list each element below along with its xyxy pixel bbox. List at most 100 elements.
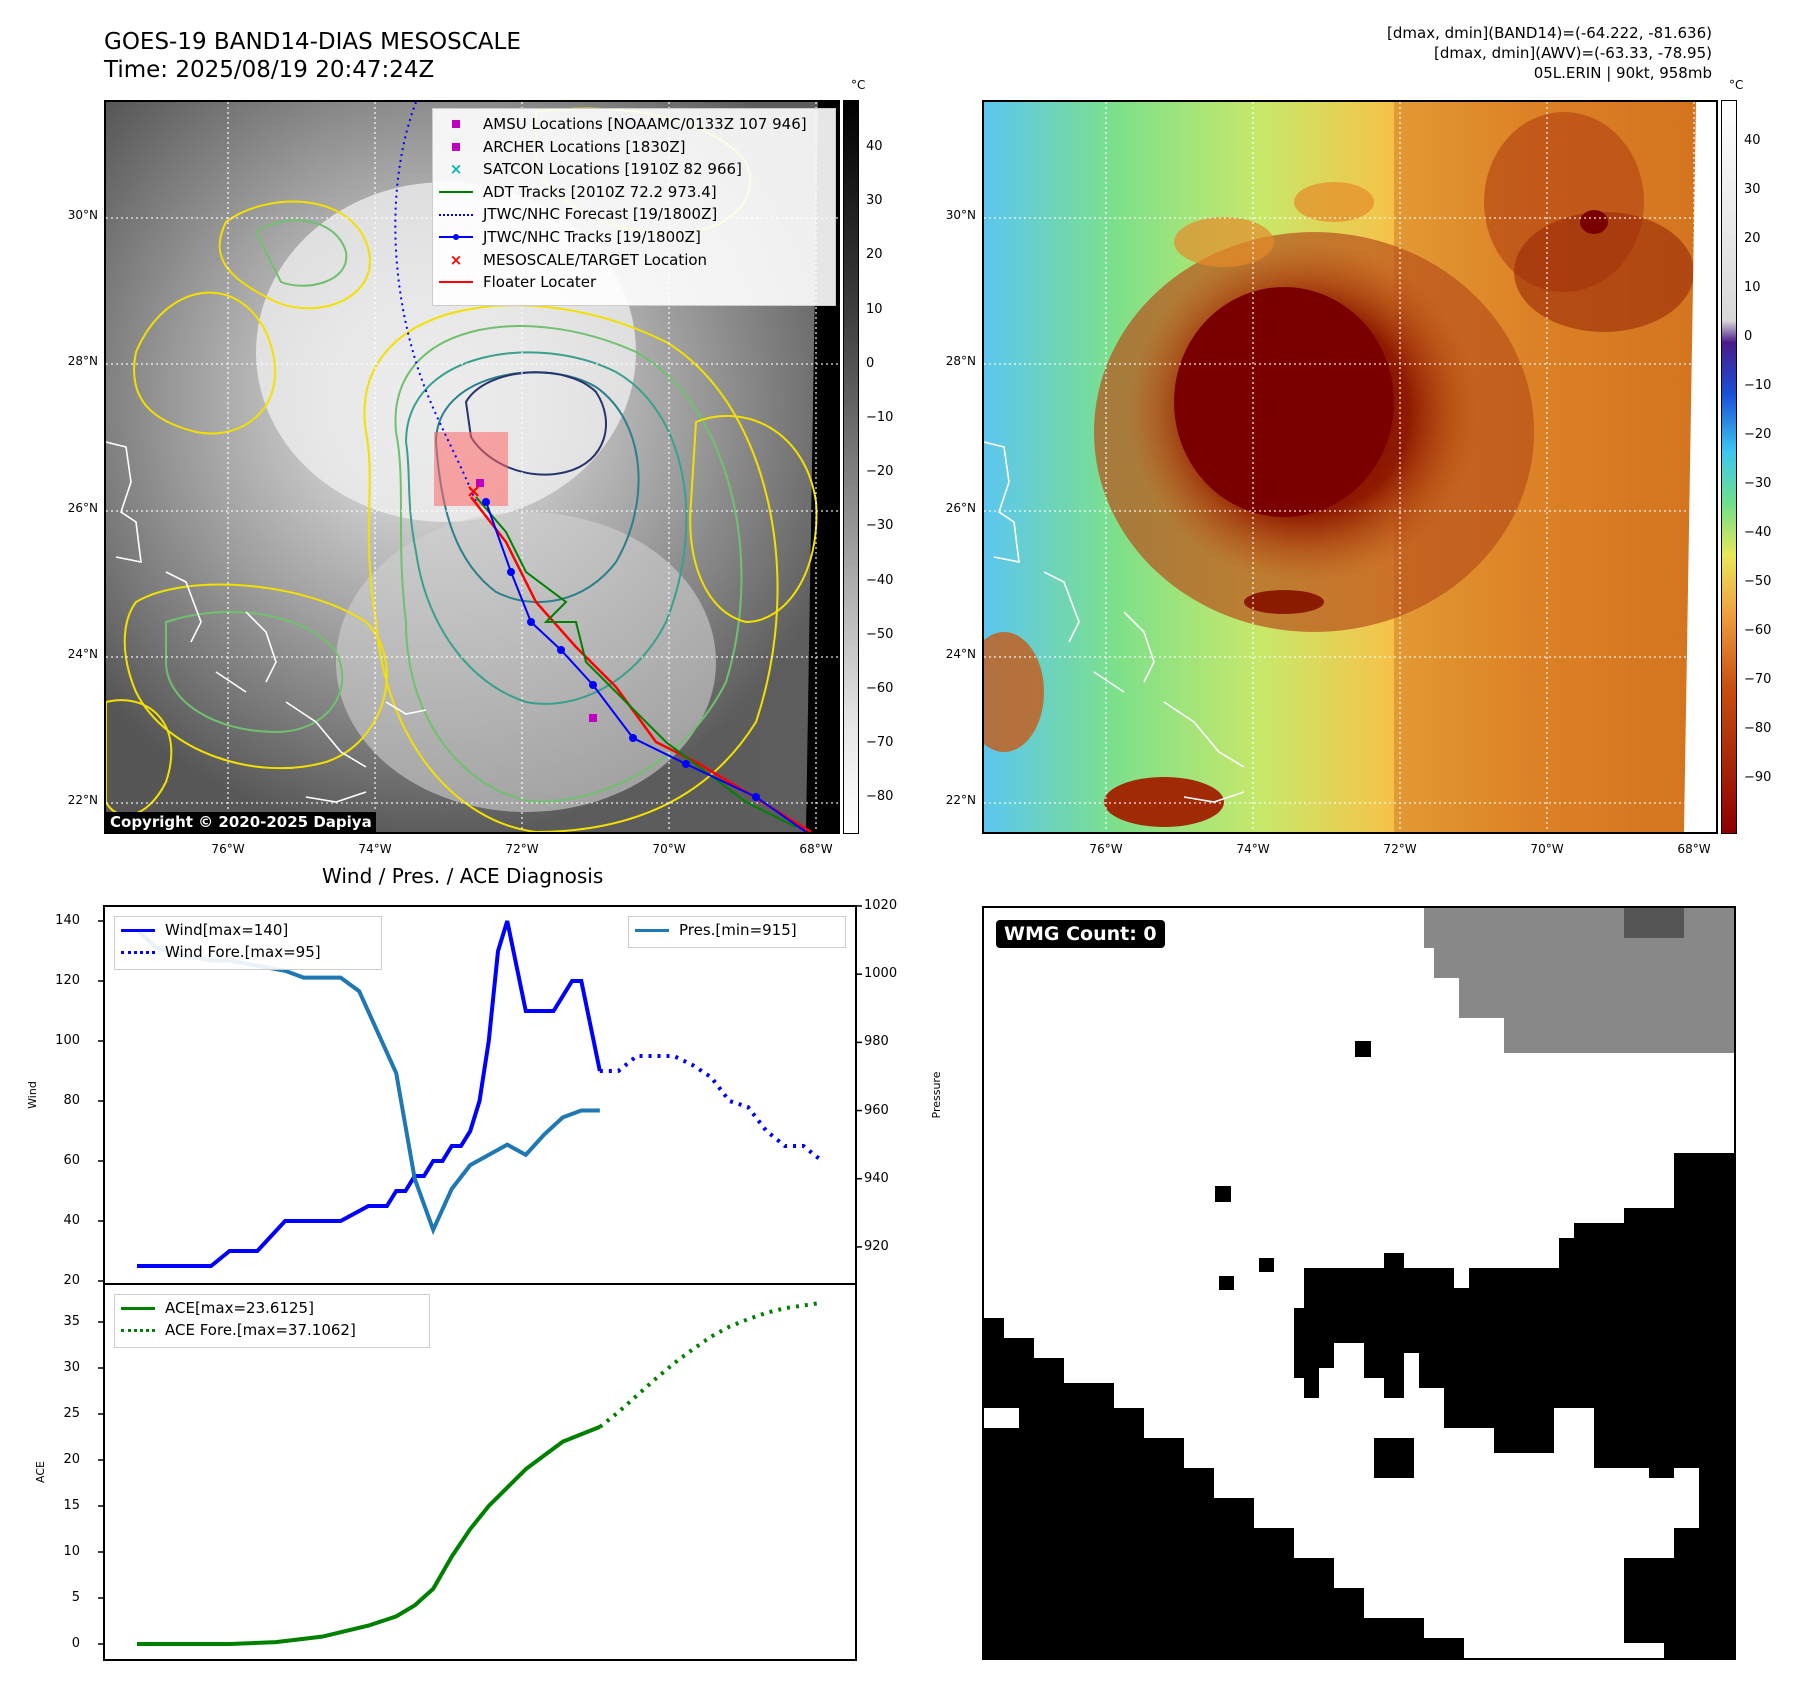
colorbar-tick: −60 <box>1744 623 1772 638</box>
legend-jtwc-tracks: JTWC/NHC Tracks [19/1800Z] <box>439 226 829 249</box>
lat-label: 22°N <box>67 793 98 807</box>
legend-ace: ACE[max=23.6125] <box>121 1297 423 1319</box>
lat-label: 30°N <box>945 208 976 222</box>
lat-label: 30°N <box>67 208 98 222</box>
ace-ylabel: ACE <box>34 1461 47 1483</box>
legend-wind-fore: Wind Fore.[max=95] <box>121 941 375 963</box>
ace-tick: 15 <box>63 1498 80 1513</box>
lat-label: 28°N <box>67 354 98 368</box>
colorbar-tick: 20 <box>866 247 883 263</box>
wind-legend: Wind[max=140] Wind Fore.[max=95] <box>114 916 382 970</box>
magenta-square-icon <box>439 117 473 131</box>
magenta-square-icon <box>439 140 473 154</box>
blue-line-dot-icon <box>439 230 473 244</box>
lat-label: 26°N <box>945 501 976 515</box>
ace-tick: 10 <box>63 1544 80 1559</box>
series-line <box>137 920 602 1268</box>
colorbar-tick: 30 <box>1744 182 1761 197</box>
legend-amsu: AMSU Locations [NOAAMC/0133Z 107 946] <box>439 113 829 136</box>
pressure-tick: 960 <box>864 1102 889 1118</box>
legend-jtwc-forecast: JTWC/NHC Forecast [19/1800Z] <box>439 203 829 226</box>
blue-dotted-line-icon <box>439 208 473 222</box>
ace-tick: 20 <box>63 1452 80 1467</box>
lon-label: 74°W <box>358 842 392 856</box>
colorbar-tick: −60 <box>866 681 894 696</box>
colorbar-tick: −50 <box>1744 574 1772 589</box>
colorbar-tick: −40 <box>866 572 894 588</box>
ace-series-layer <box>137 1300 823 1646</box>
cyan-x-icon: × <box>449 160 463 179</box>
lat-label: 24°N <box>945 647 976 661</box>
pressure-tick: 1020 <box>864 898 898 913</box>
lat-label: 24°N <box>67 647 98 661</box>
pressure-tick: 940 <box>864 1170 889 1186</box>
colorbar-tick: −30 <box>866 518 894 534</box>
legend-mesoscale-target: × MESOSCALE/TARGET Location <box>439 249 829 272</box>
band14-map: × Copyright © 2020-2025 Dapiya AMSU Loca… <box>104 100 840 834</box>
copyright-label: Copyright © 2020-2025 Dapiya <box>106 812 376 832</box>
lon-label: 74°W <box>1236 842 1270 856</box>
legend-wind: Wind[max=140] <box>121 919 375 941</box>
blue-dotted-line-icon <box>121 945 155 959</box>
wind-tick: 120 <box>55 973 80 988</box>
wind-tick: 20 <box>63 1273 80 1288</box>
ace-tick: 5 <box>71 1590 80 1605</box>
lon-label: 76°W <box>211 842 245 856</box>
ace-tick: 30 <box>63 1360 80 1375</box>
info-storm: 05L.ERIN | 90kt, 958mb <box>1533 64 1712 82</box>
series-line <box>137 1425 601 1646</box>
awv-map-image <box>984 102 1716 832</box>
colorbar-tick: 30 <box>866 193 883 209</box>
green-dotted-line-icon <box>121 1323 155 1337</box>
pressure-tick: 920 <box>864 1238 889 1254</box>
colorbar-tick: −70 <box>1744 672 1772 687</box>
wind-tick: 80 <box>63 1093 80 1108</box>
green-line-icon <box>121 1301 155 1315</box>
colorbar-tick: 10 <box>1744 280 1761 295</box>
diagnosis-title: Wind / Pres. / ACE Diagnosis <box>322 864 604 888</box>
colorbar-tick: −20 <box>1744 427 1772 442</box>
legend-floater: Floater Locater <box>439 271 829 294</box>
colorbar-tick: −90 <box>1744 770 1772 785</box>
lon-label: 76°W <box>1089 842 1123 856</box>
red-line-icon <box>439 275 473 289</box>
wind-tick: 100 <box>55 1033 80 1048</box>
legend-adt: ADT Tracks [2010Z 72.2 973.4] <box>439 181 829 204</box>
figure-time: Time: 2025/08/19 20:47:24Z <box>104 57 435 83</box>
colorbar-tick: 40 <box>1744 133 1761 148</box>
colorbar-tick: 20 <box>1744 231 1761 246</box>
lon-label: 70°W <box>652 842 686 856</box>
wmg-panel: WMG Count: 0 <box>982 906 1736 1660</box>
lat-label: 22°N <box>945 793 976 807</box>
legend-archer: ARCHER Locations [1830Z] <box>439 136 829 159</box>
svg-text:×: × <box>466 481 481 502</box>
awv-map <box>982 100 1718 834</box>
pressure-legend: Pres.[min=915] <box>628 916 846 948</box>
blue-line-icon <box>121 923 155 937</box>
colorbar-tick: −10 <box>866 410 894 425</box>
wind-tick: 140 <box>55 913 80 928</box>
wmg-mask-image <box>984 908 1734 1658</box>
lat-label: 26°N <box>67 501 98 515</box>
colorbar-tick: −30 <box>1744 476 1772 491</box>
lon-label: 68°W <box>1677 842 1711 856</box>
colorbar-tick: 40 <box>866 139 883 154</box>
wind-tick: 60 <box>63 1153 80 1168</box>
ace-tick: 35 <box>63 1314 80 1329</box>
series-line <box>599 1054 824 1163</box>
ace-tick: 0 <box>71 1636 80 1651</box>
wind-ylabel: Wind <box>26 1081 39 1109</box>
figure-title: GOES-19 BAND14-DIAS MESOSCALE <box>104 29 521 55</box>
green-line-icon <box>439 185 473 199</box>
steelblue-line-icon <box>635 923 669 937</box>
series-line <box>598 1300 823 1429</box>
legend-satcon: × SATCON Locations [1910Z 82 966] <box>439 158 829 181</box>
info-band14-range: [dmax, dmin](BAND14)=(-64.222, -81.636) <box>1387 24 1712 42</box>
wind-series-layer <box>135 920 824 1268</box>
left-cbar-unit: °C <box>851 78 866 92</box>
left-colorbar <box>843 100 859 834</box>
pressure-tick: 980 <box>864 1034 889 1050</box>
lon-label: 70°W <box>1530 842 1564 856</box>
wmg-count-badge: WMG Count: 0 <box>996 920 1165 948</box>
colorbar-tick: −10 <box>1744 378 1772 393</box>
